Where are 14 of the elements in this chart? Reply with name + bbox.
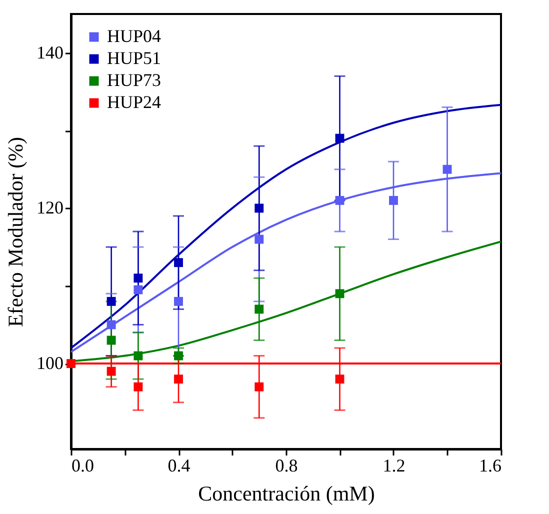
x-tick-label: 1.6 xyxy=(479,456,502,476)
x-axis-title: Concentración (mM) xyxy=(198,482,375,506)
legend-label: HUP24 xyxy=(107,92,162,112)
y-tick-label: 140 xyxy=(36,42,64,62)
x-tick-label: 0.4 xyxy=(168,456,190,476)
x-tick-label: 1.2 xyxy=(382,456,406,476)
legend-label: HUP04 xyxy=(107,26,162,46)
legend-label: HUP73 xyxy=(107,70,162,90)
x-tick-label: 0.8 xyxy=(275,456,298,476)
y-axis-title: Efecto Modulador (%) xyxy=(4,136,28,328)
y-tick-label: 100 xyxy=(36,353,64,374)
y-tick-label: 120 xyxy=(36,198,64,218)
legend-label: HUP51 xyxy=(107,48,162,68)
x-tick-label: 0.0 xyxy=(72,456,94,476)
